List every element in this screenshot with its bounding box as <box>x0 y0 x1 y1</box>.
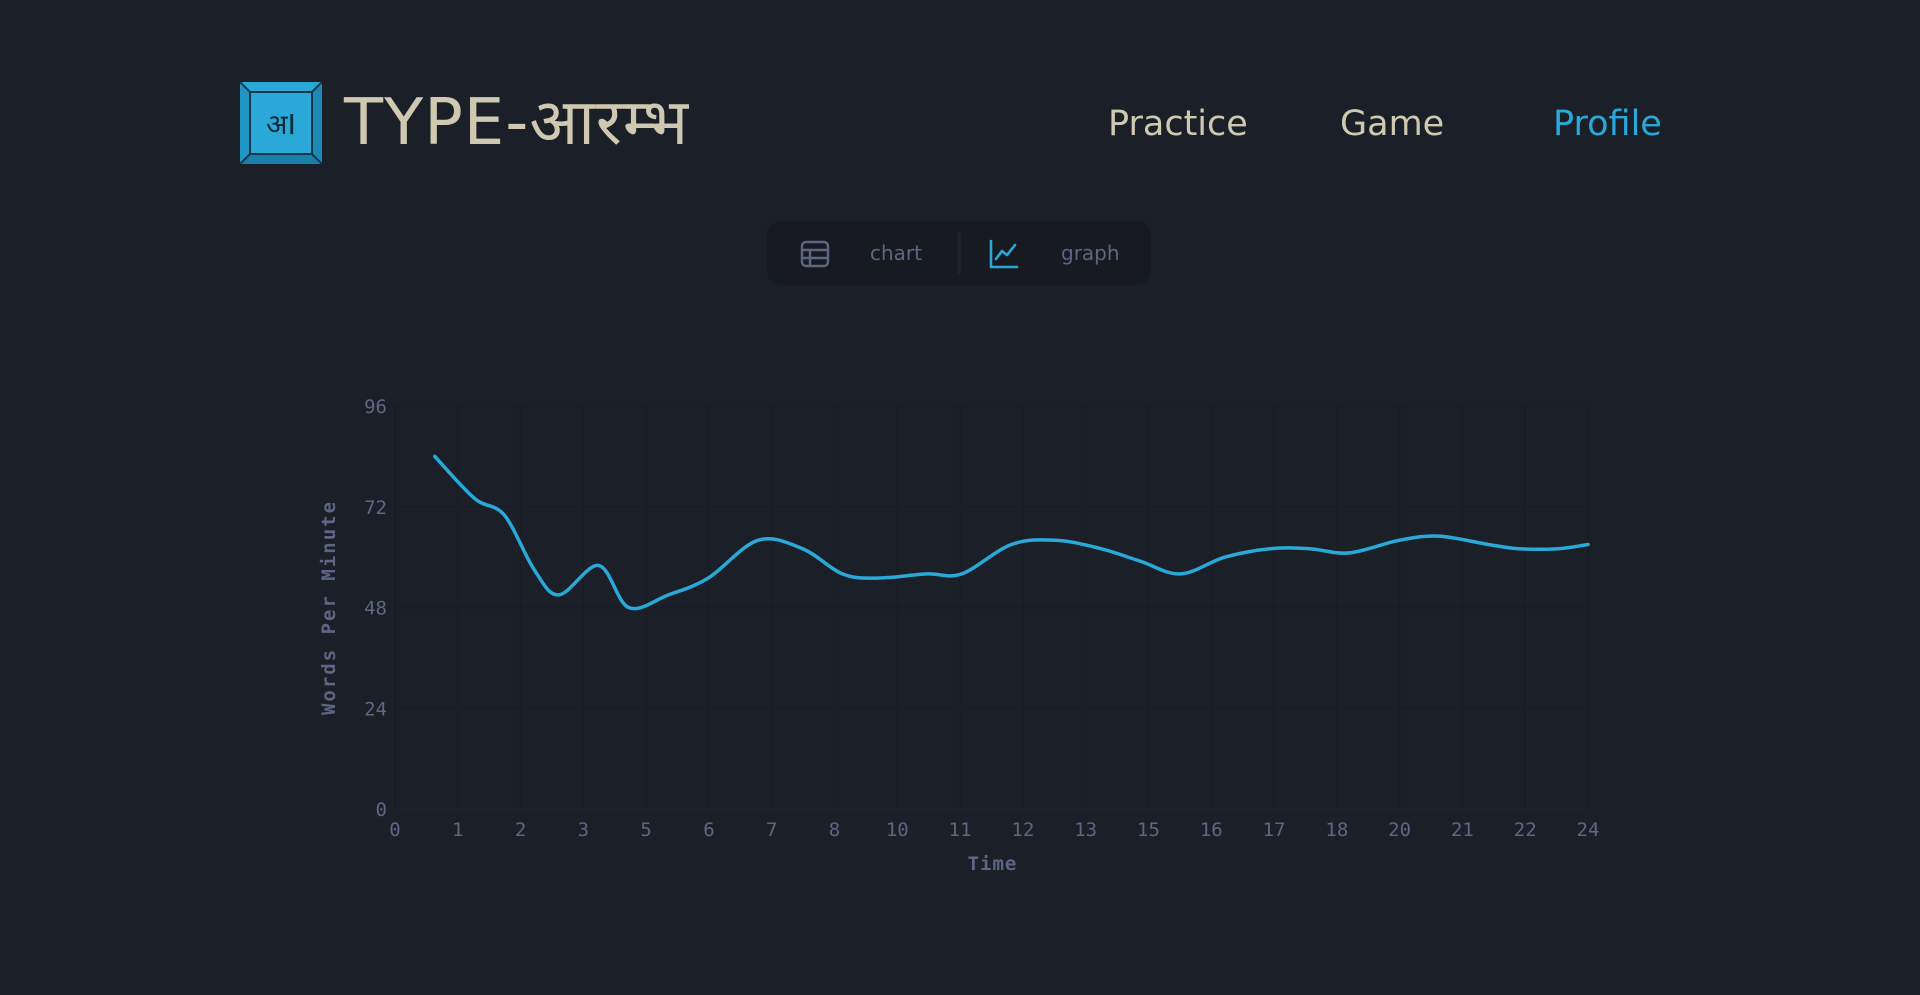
x-tick-label: 21 <box>1451 819 1474 841</box>
y-tick-label: 72 <box>364 497 387 519</box>
x-tick-label: 3 <box>578 819 589 841</box>
y-tick-label: 48 <box>364 598 387 620</box>
x-tick-label: 8 <box>829 819 840 841</box>
y-tick-label: 24 <box>364 698 387 720</box>
y-axis-label: Words Per Minute <box>318 500 340 715</box>
wpm-series-line <box>435 456 1588 608</box>
x-tick-label: 17 <box>1263 819 1286 841</box>
x-tick-label: 7 <box>766 819 777 841</box>
x-tick-label: 24 <box>1577 819 1600 841</box>
x-tick-label: 11 <box>949 819 972 841</box>
x-axis-label: Time <box>968 853 1018 875</box>
x-tick-label: 6 <box>703 819 714 841</box>
x-tick-label: 16 <box>1200 819 1223 841</box>
x-tick-label: 5 <box>640 819 651 841</box>
x-tick-label: 10 <box>886 819 909 841</box>
x-tick-label: 0 <box>389 819 400 841</box>
x-tick-label: 13 <box>1074 819 1097 841</box>
x-tick-label: 18 <box>1325 819 1348 841</box>
x-tick-label: 15 <box>1137 819 1160 841</box>
x-tick-label: 2 <box>515 819 526 841</box>
x-tick-label: 22 <box>1514 819 1537 841</box>
x-tick-label: 12 <box>1011 819 1034 841</box>
y-tick-label: 0 <box>376 799 387 821</box>
y-tick-label: 96 <box>364 396 387 418</box>
x-tick-label: 20 <box>1388 819 1411 841</box>
x-tick-label: 1 <box>452 819 463 841</box>
